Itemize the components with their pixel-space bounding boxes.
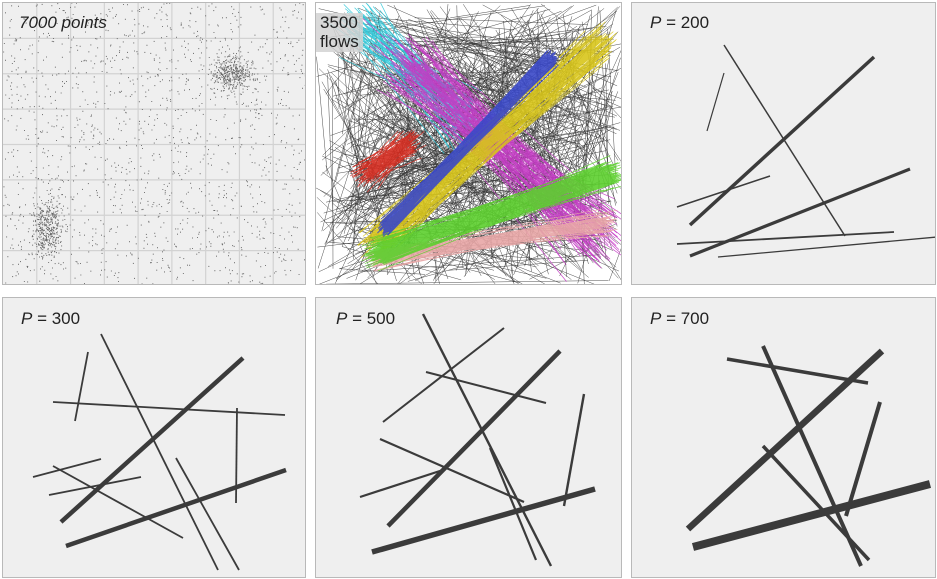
p500-line [379, 437, 525, 504]
panel-p300: P = 300 [2, 297, 306, 578]
panel-p500: P = 500 [315, 297, 622, 578]
p200-line [676, 175, 771, 208]
p300-line [52, 401, 286, 416]
scatter-points [3, 3, 305, 284]
p500-line [359, 467, 447, 499]
p500-lines [359, 313, 596, 567]
p700-lines [685, 345, 932, 567]
p300-line [59, 356, 245, 524]
p500-line [421, 313, 553, 567]
p200-line [688, 55, 876, 227]
flow-cluster-blue [377, 49, 560, 237]
p300-lines [32, 333, 287, 571]
p700-line [726, 357, 869, 385]
panel-p700: P = 700 [631, 297, 936, 578]
panel-flows: 3500 flows [315, 2, 622, 285]
p500-line [425, 371, 547, 404]
p700-label: P = 700 [650, 309, 710, 328]
panel-p200: P = 200 [631, 2, 936, 285]
p200-lines [676, 44, 935, 258]
flow-cluster-red [350, 129, 427, 193]
panel-points-scatter: 7000 points [2, 2, 306, 285]
p300-line [65, 467, 287, 549]
flows-canvas [316, 3, 621, 284]
flow-cluster-yellow [357, 21, 618, 264]
p500-line [386, 349, 562, 528]
p500-label: P = 500 [336, 309, 396, 328]
p300-line [32, 458, 102, 478]
p200-line [717, 236, 935, 258]
p700-line [685, 348, 885, 532]
p700-line [844, 401, 882, 517]
p700-line [761, 345, 863, 567]
p200-line [706, 72, 725, 132]
p700-line [691, 480, 932, 551]
p700-line [761, 444, 871, 562]
p300-line [48, 476, 142, 496]
points-count-label: 7000 points [19, 13, 107, 32]
p300-line [74, 351, 89, 422]
flow-cluster-pink [362, 208, 618, 272]
p300-line [175, 457, 240, 571]
flows-count-label: 3500 flows [316, 13, 363, 53]
p200-line [676, 231, 895, 245]
p500-line [562, 393, 586, 507]
points-scatter-canvas [3, 3, 305, 284]
p500-line [382, 327, 505, 423]
p500-line [488, 447, 538, 561]
p300-label: P = 300 [21, 309, 81, 328]
flow-cluster-green [361, 155, 621, 272]
p300-line [52, 465, 184, 539]
p300-line [100, 333, 219, 571]
p200-label: P = 200 [650, 13, 710, 32]
p500-line [371, 486, 596, 555]
